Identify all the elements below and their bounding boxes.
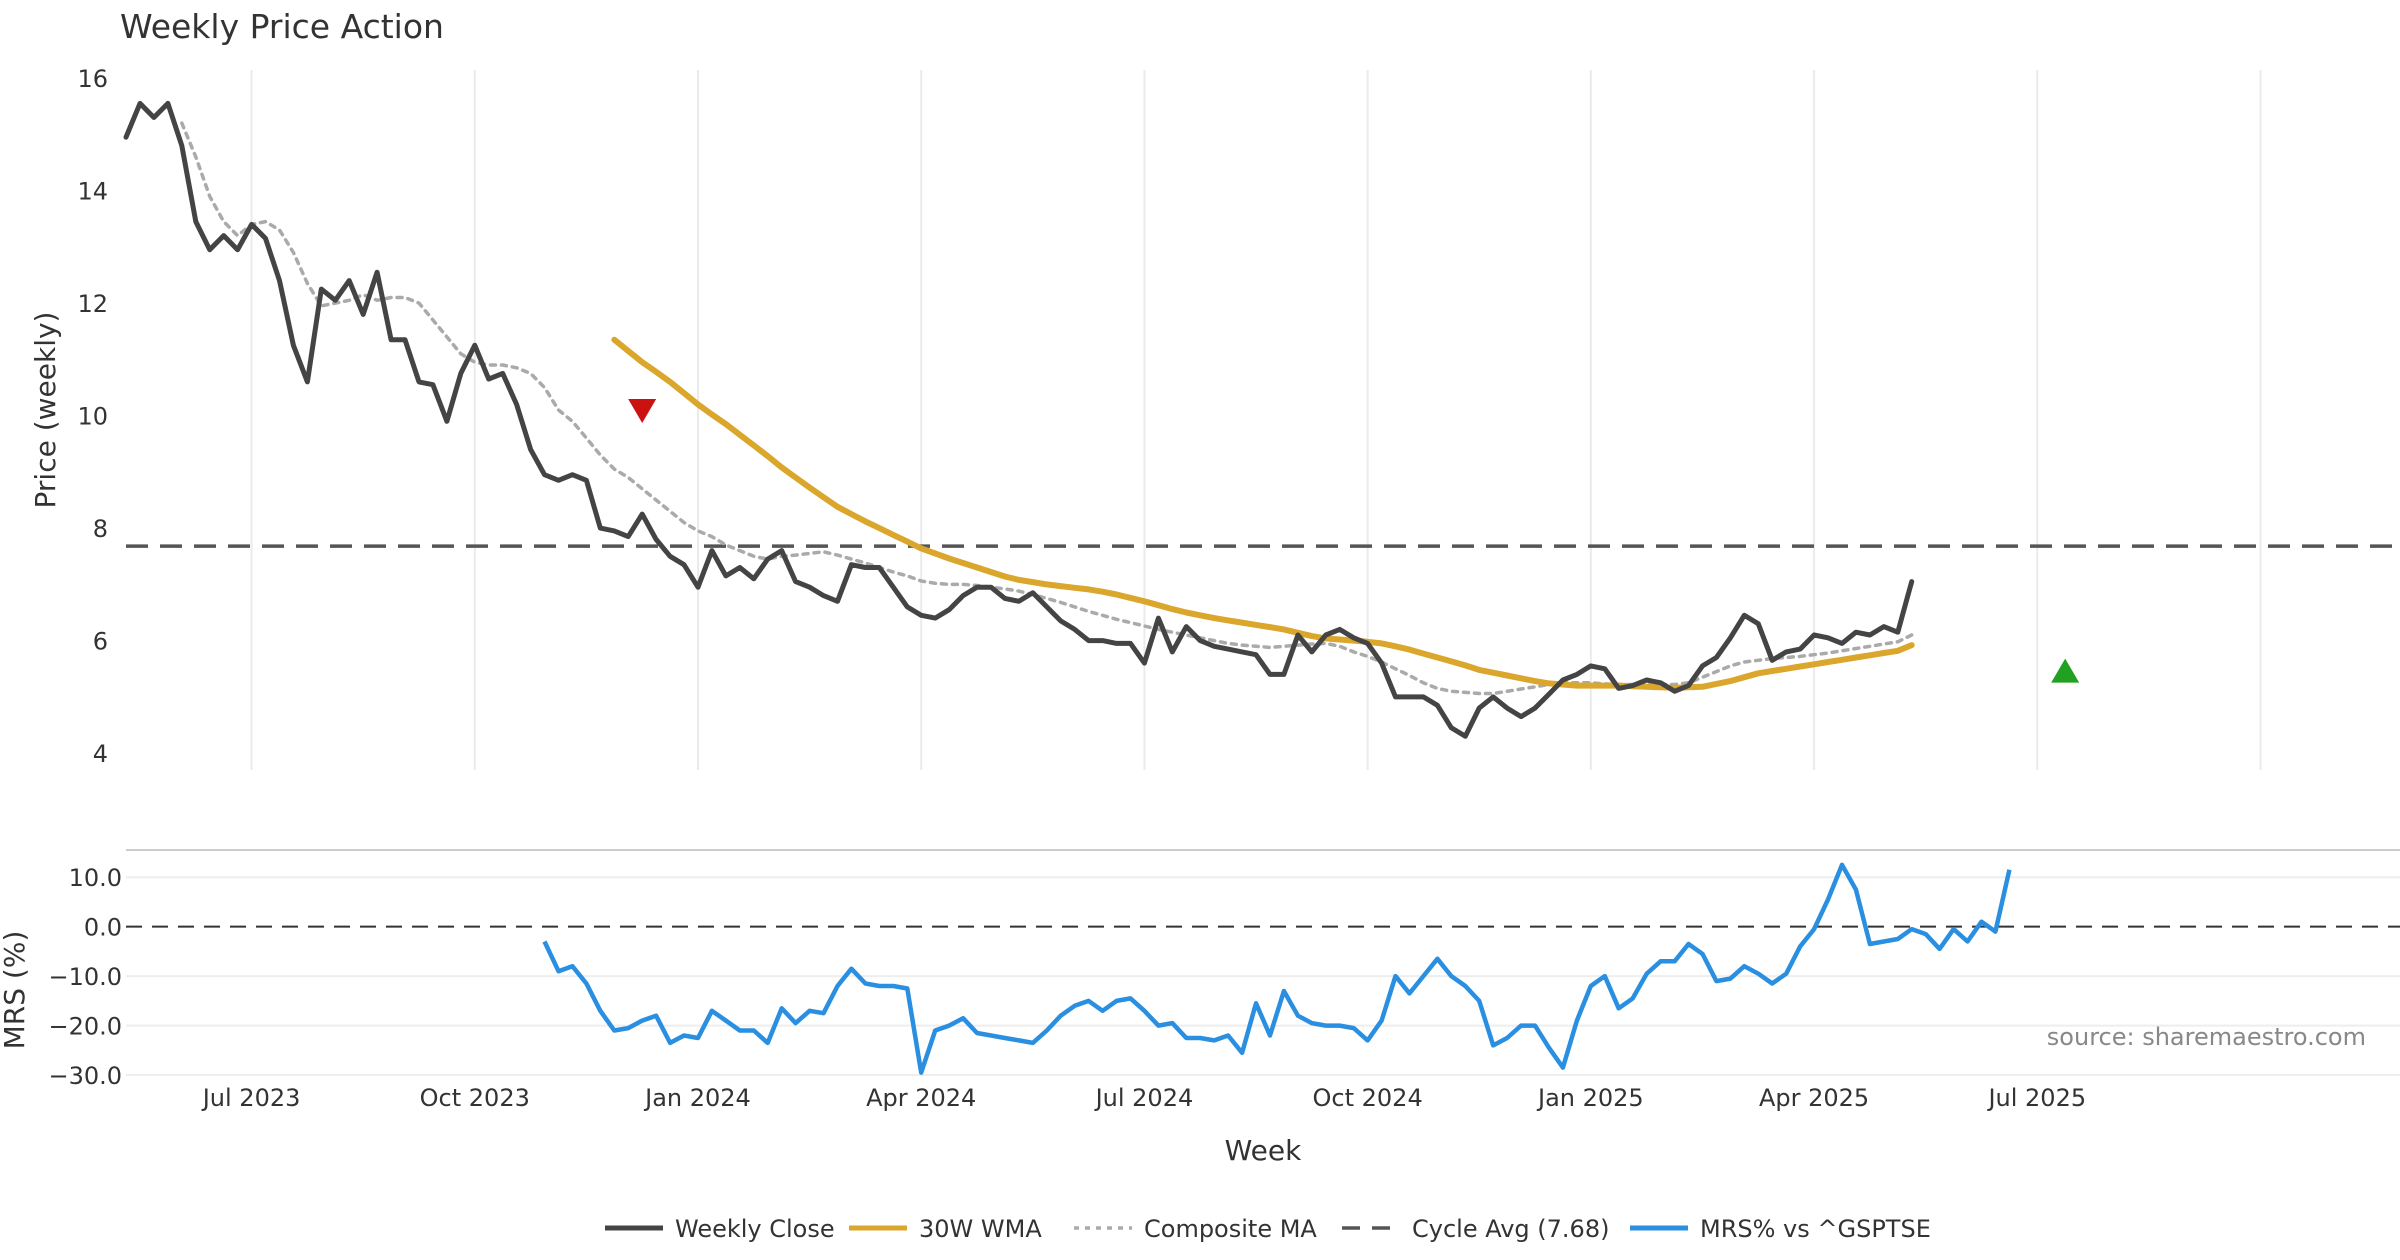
mrs-tick-label: 10.0 bbox=[69, 864, 122, 892]
legend-item: MRS% vs ^GSPTSE bbox=[1630, 1215, 1931, 1243]
mrs-tick-label: −10.0 bbox=[48, 963, 122, 991]
sell-signal-marker bbox=[628, 399, 657, 423]
x-tick-label: Oct 2024 bbox=[1313, 1084, 1423, 1112]
legend-item: 30W WMA bbox=[849, 1215, 1042, 1243]
price-tick-label: 14 bbox=[77, 178, 108, 206]
series-mrs-vs-gsptse bbox=[542, 862, 2012, 1075]
price-tick-label: 16 bbox=[77, 65, 108, 93]
legend-label: Composite MA bbox=[1144, 1215, 1317, 1243]
price-tick-label: 10 bbox=[77, 403, 108, 431]
legend: Weekly Close 30W WMA Composite MA Cycle Avg… bbox=[605, 1215, 1931, 1243]
x-tick-label: Oct 2023 bbox=[420, 1084, 530, 1112]
x-tick-label: Jul 2023 bbox=[201, 1084, 301, 1112]
price-panel: 4 6 8 10 12 14 16 Price (weekly) bbox=[29, 65, 2400, 770]
price-tick-label: 6 bbox=[93, 628, 108, 656]
price-axis-label: Price (weekly) bbox=[29, 312, 62, 509]
price-tick-label: 4 bbox=[93, 740, 108, 768]
mrs-panel: 10.0 0.0 −10.0 −20.0 −30.0 MRS (%) bbox=[0, 849, 2400, 1090]
source-note: source: sharemaestro.com bbox=[2047, 1023, 2366, 1051]
series-30w-wma bbox=[611, 336, 1915, 691]
legend-item: Cycle Avg (7.68) bbox=[1342, 1215, 1609, 1243]
chart-title: Weekly Price Action bbox=[120, 7, 444, 46]
legend-label: Cycle Avg (7.68) bbox=[1412, 1215, 1609, 1243]
legend-item: Composite MA bbox=[1074, 1215, 1317, 1243]
buy-signal-marker bbox=[2051, 658, 2080, 683]
x-tick-label: Jul 2025 bbox=[1986, 1084, 2086, 1112]
legend-label: 30W WMA bbox=[919, 1215, 1042, 1243]
legend-item: Weekly Close bbox=[605, 1215, 835, 1243]
mrs-axis-label: MRS (%) bbox=[0, 931, 31, 1050]
series-weekly-close bbox=[123, 100, 1915, 739]
legend-label: MRS% vs ^GSPTSE bbox=[1700, 1215, 1931, 1243]
legend-label: Weekly Close bbox=[675, 1215, 835, 1243]
x-axis-label: Week bbox=[1225, 1134, 1302, 1167]
mrs-tick-label: −20.0 bbox=[48, 1013, 122, 1041]
x-axis: Jul 2023 Oct 2023 Jan 2024 Apr 2024 Jul 2024… bbox=[201, 1084, 2086, 1167]
price-tick-label: 12 bbox=[77, 290, 108, 318]
x-tick-label: Apr 2024 bbox=[866, 1084, 976, 1112]
mrs-tick-label: −30.0 bbox=[48, 1062, 122, 1090]
x-tick-label: Jan 2025 bbox=[1536, 1084, 1644, 1112]
x-tick-label: Jul 2024 bbox=[1094, 1084, 1194, 1112]
x-tick-label: Jan 2024 bbox=[643, 1084, 751, 1112]
price-tick-label: 8 bbox=[93, 515, 108, 543]
mrs-tick-label: 0.0 bbox=[84, 914, 122, 942]
x-tick-label: Apr 2025 bbox=[1759, 1084, 1869, 1112]
